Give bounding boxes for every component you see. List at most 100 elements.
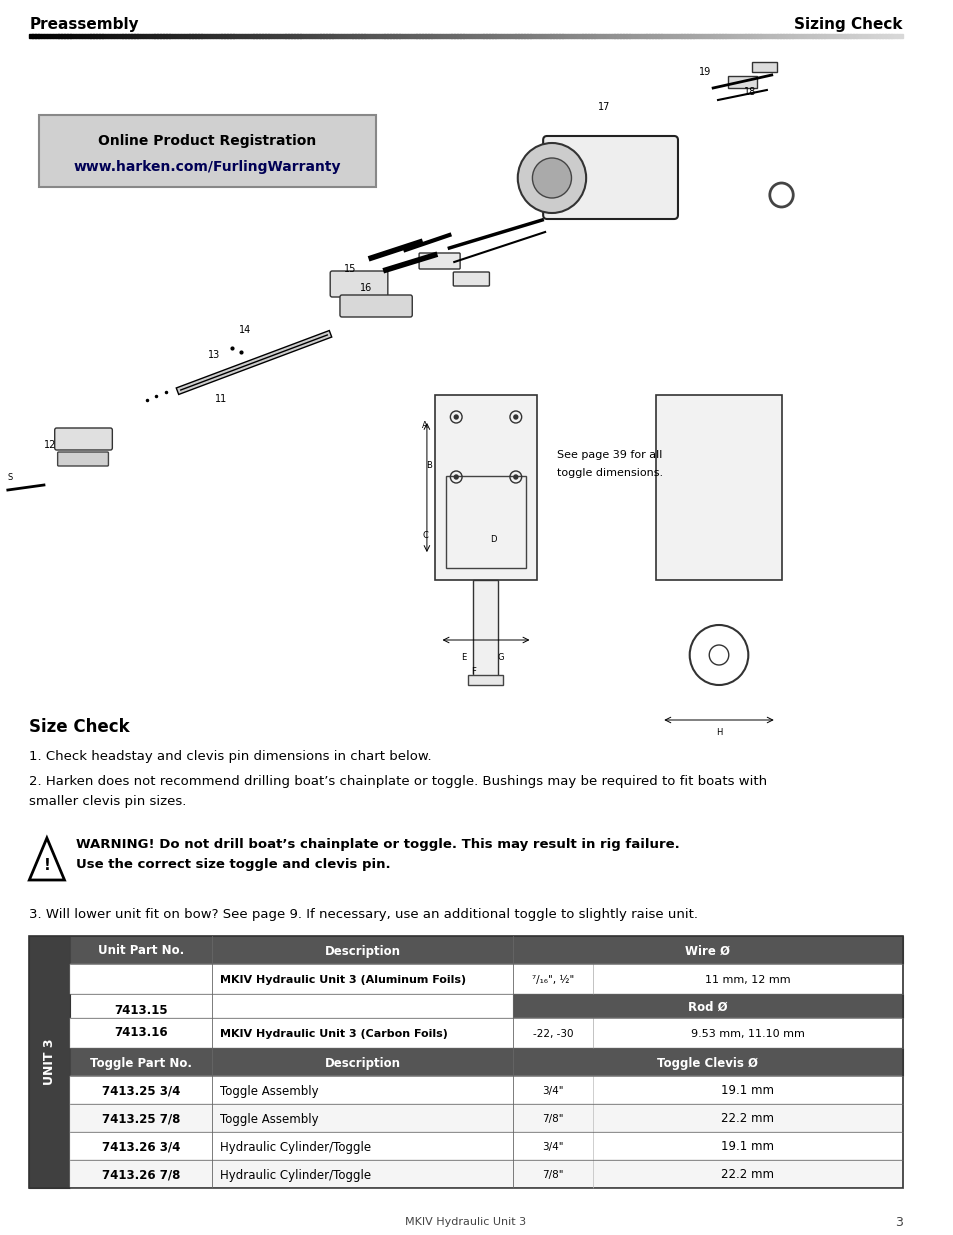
Bar (337, 35, 341, 38)
Text: 11: 11 (214, 394, 227, 404)
Bar (503, 35, 507, 38)
Text: MKIV Hydraulic Unit 3: MKIV Hydraulic Unit 3 (405, 1216, 526, 1228)
Bar (608, 35, 612, 38)
Bar (52, 35, 56, 38)
Bar (625, 35, 629, 38)
Bar (707, 35, 710, 38)
Text: 7413.26 3/4: 7413.26 3/4 (102, 1140, 180, 1153)
Bar (797, 35, 801, 38)
FancyBboxPatch shape (542, 136, 678, 219)
Text: MKIV Hydraulic Unit 3 (Aluminum Foils): MKIV Hydraulic Unit 3 (Aluminum Foils) (219, 974, 465, 986)
Bar (30, 936, 71, 1188)
Bar (91, 35, 93, 38)
Bar (71, 1104, 902, 1132)
Bar (251, 35, 253, 38)
Bar (468, 676, 502, 685)
Text: H: H (715, 727, 721, 737)
Bar (713, 35, 716, 38)
Bar (378, 35, 381, 38)
Bar (556, 35, 559, 38)
Text: 18: 18 (743, 86, 756, 98)
Bar (663, 35, 667, 38)
FancyBboxPatch shape (418, 253, 459, 269)
Bar (454, 35, 457, 38)
Bar (622, 35, 626, 38)
Text: 11 mm, 12 mm: 11 mm, 12 mm (704, 974, 790, 986)
Text: See page 39 for all: See page 39 for all (557, 450, 661, 459)
Bar (597, 35, 599, 38)
Bar (93, 35, 96, 38)
Bar (469, 35, 472, 38)
Bar (169, 35, 172, 38)
Circle shape (514, 475, 517, 479)
Bar (414, 35, 416, 38)
Circle shape (517, 143, 585, 212)
Bar (791, 35, 795, 38)
Bar (218, 35, 222, 38)
Bar (425, 35, 428, 38)
Bar (256, 35, 259, 38)
Bar (76, 35, 79, 38)
Bar (448, 35, 452, 38)
Bar (71, 1076, 902, 1104)
Bar (640, 35, 643, 38)
Bar (85, 35, 88, 38)
Text: 1. Check headstay and clevis pin dimensions in chart below.: 1. Check headstay and clevis pin dimensi… (30, 750, 432, 763)
Bar (585, 35, 588, 38)
Bar (472, 35, 475, 38)
Bar (349, 35, 353, 38)
Text: 22.2 mm: 22.2 mm (720, 1113, 774, 1125)
Bar (614, 35, 618, 38)
Bar (291, 35, 294, 38)
Bar (71, 965, 902, 994)
Bar (71, 1049, 902, 1076)
Bar (757, 35, 760, 38)
Bar (699, 35, 701, 38)
Bar (588, 35, 591, 38)
Bar (500, 35, 504, 38)
Bar (38, 35, 41, 38)
Bar (30, 936, 902, 1188)
Bar (649, 35, 652, 38)
Bar (163, 35, 167, 38)
Bar (39, 115, 375, 186)
Bar (436, 35, 440, 38)
Text: Toggle Clevis Ø: Toggle Clevis Ø (657, 1056, 758, 1070)
Text: 7413.25 7/8: 7413.25 7/8 (102, 1113, 180, 1125)
Bar (71, 1132, 902, 1160)
Bar (245, 35, 248, 38)
Bar (867, 35, 870, 38)
Bar (146, 35, 149, 38)
Text: smaller clevis pin sizes.: smaller clevis pin sizes. (30, 795, 187, 808)
Bar (765, 35, 768, 38)
Text: 22.2 mm: 22.2 mm (720, 1168, 774, 1182)
Bar (30, 35, 32, 38)
Bar (719, 35, 722, 38)
Bar (704, 35, 707, 38)
Text: Unit Part No.: Unit Part No. (98, 945, 184, 957)
Bar (410, 35, 414, 38)
Bar (492, 35, 495, 38)
Bar (262, 35, 265, 38)
Bar (300, 35, 303, 38)
Bar (393, 35, 396, 38)
Bar (346, 35, 350, 38)
Bar (544, 35, 547, 38)
Bar (296, 35, 300, 38)
Bar (788, 35, 792, 38)
Bar (486, 35, 489, 38)
Bar (340, 35, 344, 38)
Bar (71, 1160, 902, 1188)
Text: -22, -30: -22, -30 (532, 1029, 573, 1039)
Bar (445, 35, 449, 38)
Text: D: D (490, 536, 497, 545)
Bar (288, 35, 292, 38)
Text: S: S (8, 473, 13, 482)
Bar (561, 35, 565, 38)
Bar (451, 35, 455, 38)
Bar (547, 35, 550, 38)
Text: 7413.15
7413.16: 7413.15 7413.16 (114, 1004, 168, 1039)
Bar (477, 35, 480, 38)
Bar (696, 35, 699, 38)
Bar (381, 35, 385, 38)
